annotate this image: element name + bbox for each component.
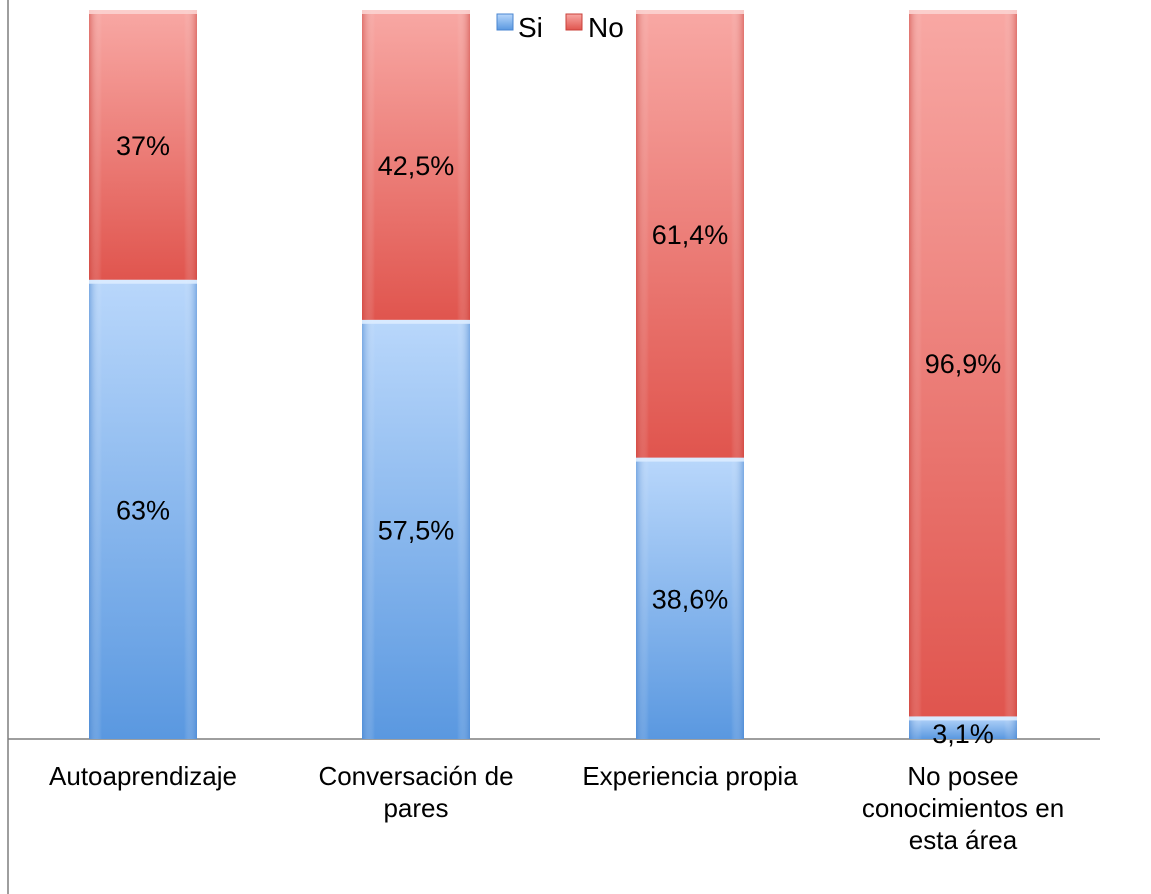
bar-no-2-bevel [362, 10, 470, 14]
bar-si-2-shading [362, 319, 470, 739]
data-label-si-4: 3,1% [932, 719, 994, 749]
legend-label-no: No [588, 12, 624, 43]
bar-group [89, 10, 1017, 739]
category-label-3: Experiencia propia [582, 761, 798, 791]
bar-si-2-bevel [362, 319, 470, 324]
bar-no-1-bevel [89, 10, 197, 14]
data-label-no-2: 42,5% [378, 151, 455, 181]
legend-label-si: Si [518, 12, 543, 43]
bar-si-1-bevel [89, 279, 197, 284]
category-label-4: No posee conocimientos en esta área [862, 761, 1064, 855]
bar-no-3-shading [636, 10, 744, 458]
legend-swatch-si [496, 13, 514, 31]
category-label-group: Autoaprendizaje Conversación de pares Exper… [49, 761, 1064, 855]
bar-no-4-shading [909, 10, 1017, 717]
data-label-si-2: 57,5% [378, 515, 455, 545]
category-label-line: Autoaprendizaje [49, 761, 237, 791]
category-label-2: Conversación de pares [318, 761, 513, 823]
category-label-line: esta área [909, 825, 1018, 855]
category-label-line: pares [383, 793, 448, 823]
data-label-no-1: 37% [116, 131, 170, 161]
category-label-line: Conversación de [318, 761, 513, 791]
legend-swatch-no [565, 13, 583, 31]
category-label-1: Autoaprendizaje [49, 761, 237, 791]
bar-no-4-bevel [909, 10, 1017, 14]
data-label-si-1: 63% [116, 495, 170, 525]
bar-no-1-shading [89, 10, 197, 280]
bar-no-2-shading [362, 10, 470, 320]
bar-si-3-bevel [636, 457, 744, 462]
legend: Si No [496, 12, 624, 43]
data-label-si-3: 38,6% [652, 584, 729, 614]
bar-si-3-shading [636, 457, 744, 739]
bar-si-4-bevel [909, 716, 1017, 721]
category-label-line: conocimientos en [862, 793, 1064, 823]
data-label-no-4: 96,9% [925, 349, 1002, 379]
data-label-no-3: 61,4% [652, 220, 729, 250]
category-label-line: Experiencia propia [582, 761, 798, 791]
bar-no-3-bevel [636, 10, 744, 14]
bar-si-4-shading [909, 716, 1017, 739]
bar-si-1-shading [89, 279, 197, 739]
data-label-group: 63% 37% 57,5% 42,5% 38,6% 61,4% 3,1% 96,9% [116, 131, 1001, 749]
category-label-line: No posee [907, 761, 1018, 791]
